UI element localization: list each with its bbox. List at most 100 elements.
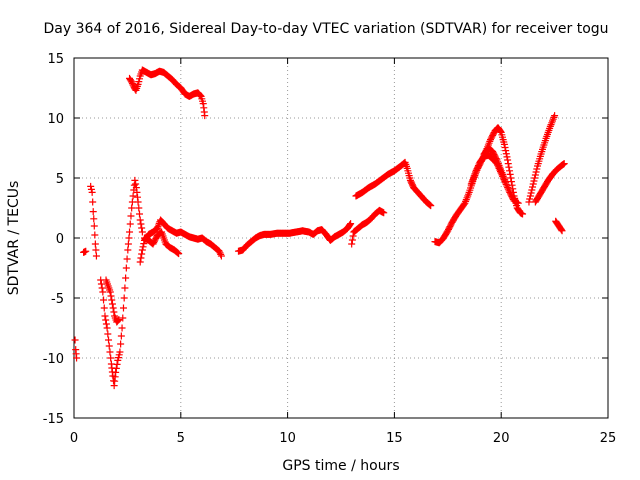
data-point-marker [129, 192, 137, 200]
data-point-marker [137, 254, 145, 262]
data-point-marker [492, 155, 500, 163]
data-point-marker [104, 330, 112, 338]
data-point-marker [126, 220, 134, 228]
data-point-marker [155, 221, 163, 229]
data-point-marker [110, 308, 118, 316]
data-point-marker [508, 181, 516, 189]
data-point-marker [132, 180, 140, 188]
data-point-marker [140, 240, 148, 248]
chart-title: Day 364 of 2016, Sidereal Day-to-day VTE… [43, 21, 608, 37]
data-point-marker [502, 150, 510, 158]
data-point-marker [196, 92, 204, 100]
data-point-marker [113, 360, 121, 368]
data-point-marker [201, 112, 209, 120]
data-point-marker [89, 208, 97, 216]
data-point-marker [532, 168, 540, 176]
y-tick-label: 10 [47, 112, 64, 127]
data-point-marker [217, 252, 225, 260]
y-tick-label: 5 [56, 172, 64, 187]
data-point-marker [99, 288, 107, 296]
data-point-marker [503, 182, 511, 190]
data-point-marker [82, 247, 90, 255]
x-axis-label: GPS time / hours [282, 458, 399, 474]
data-point-marker [107, 354, 115, 362]
data-point-marker [380, 209, 388, 217]
y-axis: -15 -10 -5 0 5 10 15 [43, 52, 608, 427]
data-point-marker [125, 234, 133, 242]
data-point-marker [138, 224, 146, 232]
data-point-marker [217, 250, 225, 258]
data-point-marker [529, 180, 537, 188]
y-tick-label: -10 [43, 352, 64, 367]
x-tick-label: 5 [177, 431, 185, 446]
data-point-marker [529, 183, 537, 191]
data-point-marker [525, 198, 533, 206]
data-point-marker [100, 296, 108, 304]
data-point-marker [128, 78, 136, 86]
data-point-marker [128, 80, 136, 88]
data-point-marker [109, 304, 117, 312]
data-point-marker [106, 288, 114, 296]
data-point-marker [527, 189, 535, 197]
data-point-marker [346, 221, 354, 229]
data-point-marker [472, 166, 480, 174]
x-tick-label: 25 [600, 431, 617, 446]
data-point-marker [103, 324, 111, 332]
plot-frame [73, 57, 609, 419]
data-point-marker [135, 204, 143, 212]
data-point-marker [501, 178, 509, 186]
data-point-marker [127, 212, 135, 220]
data-point-marker [501, 144, 509, 152]
data-point-marker [105, 342, 113, 350]
data-point-marker [71, 336, 79, 344]
data-point-marker [105, 336, 113, 344]
data-point-marker [472, 168, 480, 176]
data-point-marker [112, 364, 120, 372]
data-point-marker [102, 320, 110, 328]
data-point-marker [137, 220, 145, 228]
data-point-marker [531, 174, 539, 182]
data-point-marker [119, 314, 127, 322]
data-point-marker [519, 210, 527, 218]
data-point-marker [216, 249, 224, 257]
data-point-marker [97, 280, 105, 288]
data-point-marker [136, 210, 144, 218]
y-tick-label: 0 [56, 232, 64, 247]
x-tick-label: 15 [386, 431, 403, 446]
data-point-marker [102, 316, 110, 324]
data-point-marker [551, 112, 559, 120]
x-tick-label: 0 [70, 431, 78, 446]
y-tick-label: -15 [43, 412, 64, 427]
data-point-marker [91, 240, 99, 248]
data-point-marker [100, 304, 108, 312]
data-point-marker [116, 348, 124, 356]
data-point-marker [175, 250, 183, 258]
data-point-marker [92, 252, 100, 260]
data-point-marker [131, 176, 139, 184]
data-point-marker [108, 300, 116, 308]
data-point-marker [528, 186, 536, 194]
data-point-marker [98, 284, 106, 292]
data-point-marker [90, 215, 98, 223]
data-point-marker [107, 292, 115, 300]
data-point-marker [348, 240, 356, 248]
data-point-marker [474, 163, 482, 171]
data-point-marker [196, 91, 204, 99]
data-point-marker [507, 178, 515, 186]
data-point-marker [136, 258, 144, 266]
data-point-marker [154, 223, 162, 231]
data-series [71, 66, 568, 390]
data-point-marker [88, 188, 96, 196]
data-point-marker [126, 228, 134, 236]
data-point-marker [92, 246, 100, 254]
x-tick-label: 20 [493, 431, 510, 446]
data-point-marker [128, 204, 136, 212]
data-point-marker [89, 198, 97, 206]
data-point-marker [139, 243, 147, 251]
data-point-marker [500, 140, 508, 148]
data-point-marker [526, 195, 534, 203]
data-point-marker [514, 199, 522, 207]
data-point-marker [90, 222, 98, 230]
data-point-marker [122, 264, 130, 272]
